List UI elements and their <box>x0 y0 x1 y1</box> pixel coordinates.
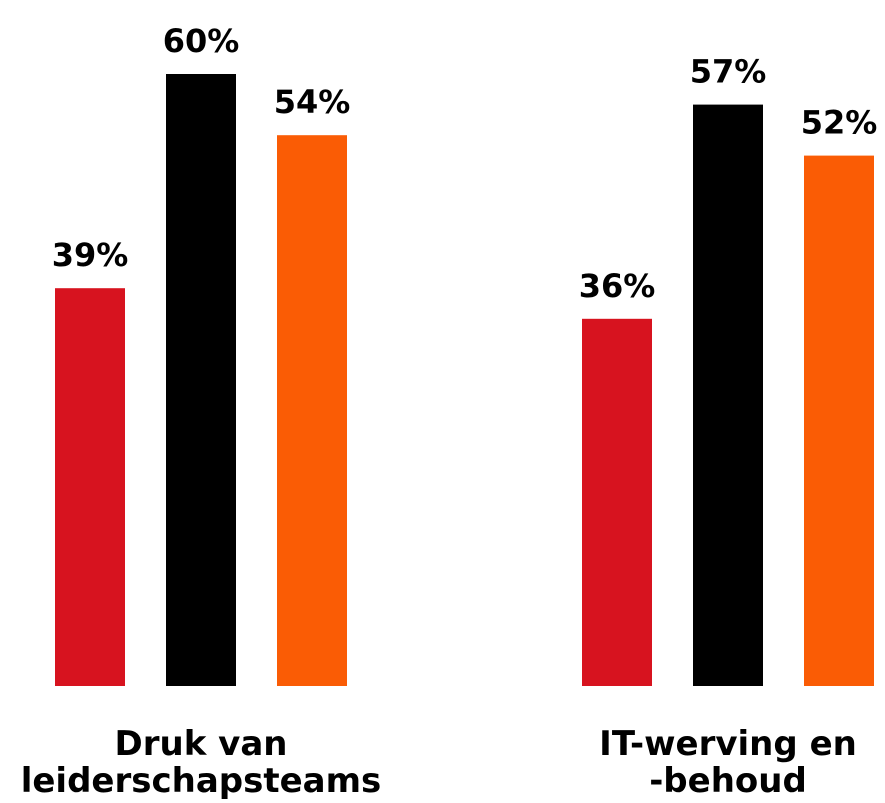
value-label-g2-s2: 57% <box>690 53 767 91</box>
value-label-g2-s1: 36% <box>579 267 656 305</box>
bar-g2-s2 <box>693 104 763 687</box>
category-label-line: IT-werving en <box>599 724 857 764</box>
bar-group-2: 36% 57% 52% <box>579 53 878 687</box>
bar-g1-s2 <box>166 74 236 686</box>
value-label-g1-s1: 39% <box>52 236 129 274</box>
value-label-g2-s3: 52% <box>801 104 878 142</box>
value-label-g1-s3: 54% <box>274 83 351 121</box>
bar-g1-s1 <box>55 288 125 686</box>
category-label-1: Druk van leiderschapsteams <box>21 724 382 801</box>
value-label-g1-s2: 60% <box>163 22 240 60</box>
category-label-line: -behoud <box>649 761 807 801</box>
bar-g2-s1 <box>582 318 652 686</box>
bar-g1-s3 <box>277 135 347 686</box>
category-label-2: IT-werving en -behoud <box>599 724 857 801</box>
category-label-line: Druk van <box>115 724 288 764</box>
category-label-line: leiderschapsteams <box>21 761 382 801</box>
bar-group-1: 39% 60% 54% <box>52 22 351 686</box>
bar-g2-s3 <box>804 155 874 687</box>
